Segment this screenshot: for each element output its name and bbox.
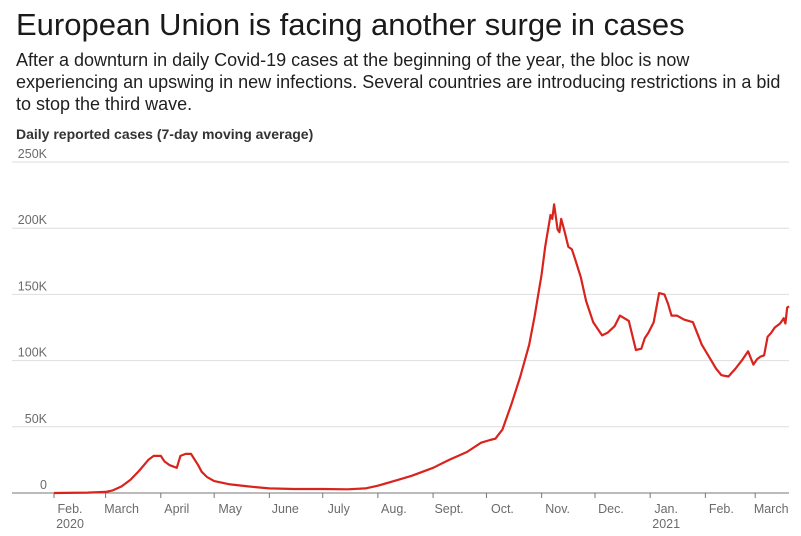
x-tick-label-9: Nov. — [545, 502, 570, 516]
y-tick-label-2: 100K — [18, 346, 48, 360]
x-tick-label-3: May — [218, 502, 242, 516]
x-tick-year-0: 2020 — [56, 517, 84, 531]
x-tick-label-13: March — [754, 502, 789, 516]
x-tick-label-12: Feb. — [709, 502, 734, 516]
x-tick-label-11: Jan. — [654, 502, 678, 516]
y-axis-label: Daily reported cases (7-day moving avera… — [16, 126, 314, 142]
y-axis-ticks: 0 50K 100K 150K 200K 250K — [18, 147, 48, 492]
x-tick-label-2: April — [164, 502, 189, 516]
y-tick-label-4: 200K — [18, 213, 48, 227]
chart-subtitle: After a downturn in daily Covid-19 cases… — [16, 50, 781, 114]
x-tick-label-1: March — [104, 502, 139, 516]
grid-lines — [12, 161, 789, 494]
x-tick-label-5: July — [328, 502, 351, 516]
chart-title: European Union is facing another surge i… — [16, 7, 685, 42]
y-tick-label-0: 0 — [40, 478, 47, 492]
y-tick-label-3: 150K — [18, 279, 48, 293]
y-tick-label-1: 50K — [25, 412, 48, 426]
series-line — [53, 203, 790, 495]
x-tick-label-8: Oct. — [491, 502, 514, 516]
y-tick-label-5: 250K — [18, 147, 48, 161]
x-tick-label-7: Sept. — [434, 502, 463, 516]
x-tick-label-4: June — [272, 502, 299, 516]
x-tick-label-10: Dec. — [598, 502, 624, 516]
x-tick-year-11: 2021 — [652, 517, 680, 531]
x-tick-label-6: Aug. — [381, 502, 407, 516]
x-tick-label-0: Feb. — [57, 502, 82, 516]
